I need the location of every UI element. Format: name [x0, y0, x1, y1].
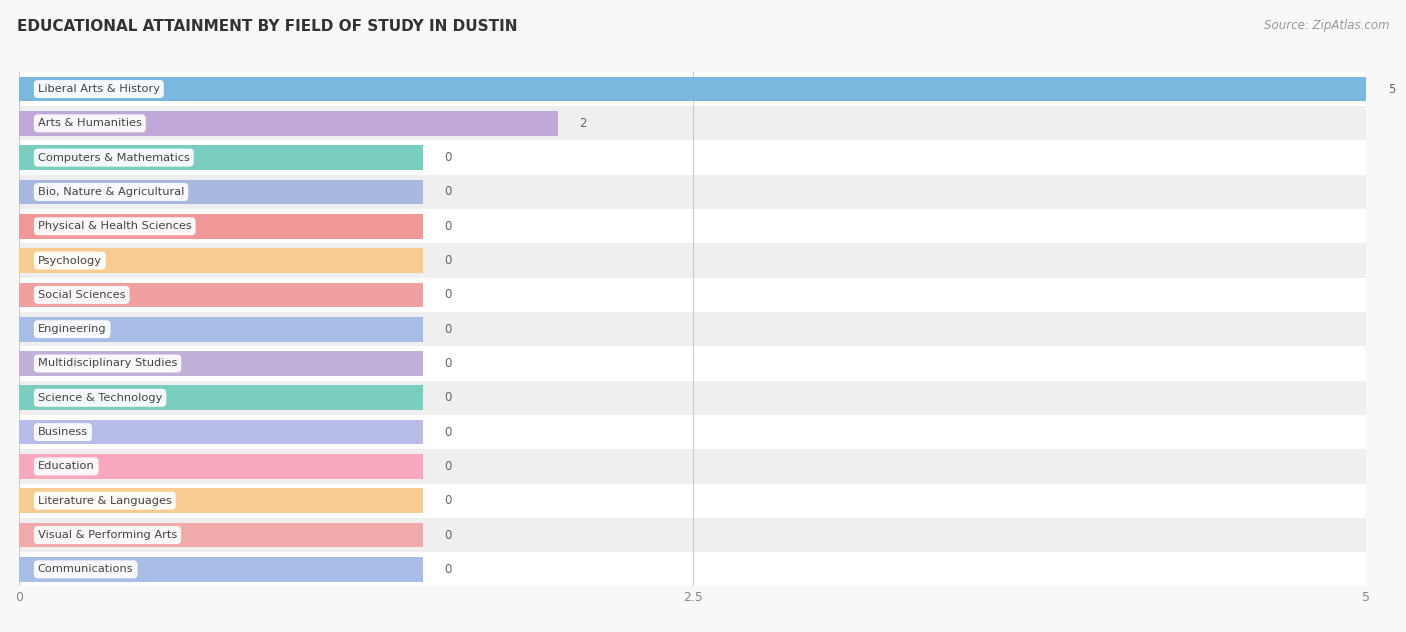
Text: Liberal Arts & History: Liberal Arts & History	[38, 84, 160, 94]
Text: 0: 0	[444, 185, 453, 198]
Text: Bio, Nature & Agricultural: Bio, Nature & Agricultural	[38, 187, 184, 197]
Text: 0: 0	[444, 563, 453, 576]
Text: 0: 0	[444, 220, 453, 233]
Bar	[20, 111, 558, 136]
Bar	[20, 106, 1367, 140]
Bar	[20, 243, 1367, 277]
Bar	[20, 209, 1367, 243]
Text: 2: 2	[579, 117, 586, 130]
Text: 0: 0	[444, 254, 453, 267]
Bar	[20, 483, 1367, 518]
Bar	[20, 76, 1367, 101]
Text: 0: 0	[444, 323, 453, 336]
Bar	[20, 449, 1367, 483]
Bar	[20, 248, 423, 273]
Text: Source: ZipAtlas.com: Source: ZipAtlas.com	[1264, 19, 1389, 32]
Text: Arts & Humanities: Arts & Humanities	[38, 118, 142, 128]
Bar	[20, 552, 1367, 586]
Text: 0: 0	[444, 494, 453, 507]
Bar	[20, 518, 1367, 552]
Bar	[20, 557, 423, 581]
Bar	[20, 175, 1367, 209]
Bar	[20, 317, 423, 341]
Text: 0: 0	[444, 528, 453, 542]
Bar	[20, 283, 423, 307]
Bar	[20, 312, 1367, 346]
Bar	[20, 351, 423, 376]
Bar	[20, 145, 423, 170]
Text: Computers & Mathematics: Computers & Mathematics	[38, 153, 190, 162]
Bar	[20, 420, 423, 444]
Text: Business: Business	[38, 427, 89, 437]
Bar	[20, 380, 1367, 415]
Bar	[20, 277, 1367, 312]
Text: 0: 0	[444, 391, 453, 404]
Text: EDUCATIONAL ATTAINMENT BY FIELD OF STUDY IN DUSTIN: EDUCATIONAL ATTAINMENT BY FIELD OF STUDY…	[17, 19, 517, 34]
Bar	[20, 140, 1367, 175]
Bar	[20, 179, 423, 204]
Text: Communications: Communications	[38, 564, 134, 574]
Text: Visual & Performing Arts: Visual & Performing Arts	[38, 530, 177, 540]
Text: Psychology: Psychology	[38, 255, 101, 265]
Text: Education: Education	[38, 461, 94, 471]
Text: Multidisciplinary Studies: Multidisciplinary Studies	[38, 358, 177, 368]
Text: 5: 5	[1388, 83, 1395, 95]
Text: 0: 0	[444, 288, 453, 301]
Text: 0: 0	[444, 357, 453, 370]
Text: 0: 0	[444, 425, 453, 439]
Bar	[20, 454, 423, 479]
Text: Engineering: Engineering	[38, 324, 107, 334]
Bar	[20, 489, 423, 513]
Text: Physical & Health Sciences: Physical & Health Sciences	[38, 221, 191, 231]
Text: 0: 0	[444, 460, 453, 473]
Bar	[20, 386, 423, 410]
Bar	[20, 523, 423, 547]
Bar	[20, 346, 1367, 380]
Text: Literature & Languages: Literature & Languages	[38, 495, 172, 506]
Text: Social Sciences: Social Sciences	[38, 290, 125, 300]
Bar	[20, 72, 1367, 106]
Text: 0: 0	[444, 151, 453, 164]
Bar	[20, 214, 423, 239]
Bar	[20, 415, 1367, 449]
Text: Science & Technology: Science & Technology	[38, 393, 162, 403]
